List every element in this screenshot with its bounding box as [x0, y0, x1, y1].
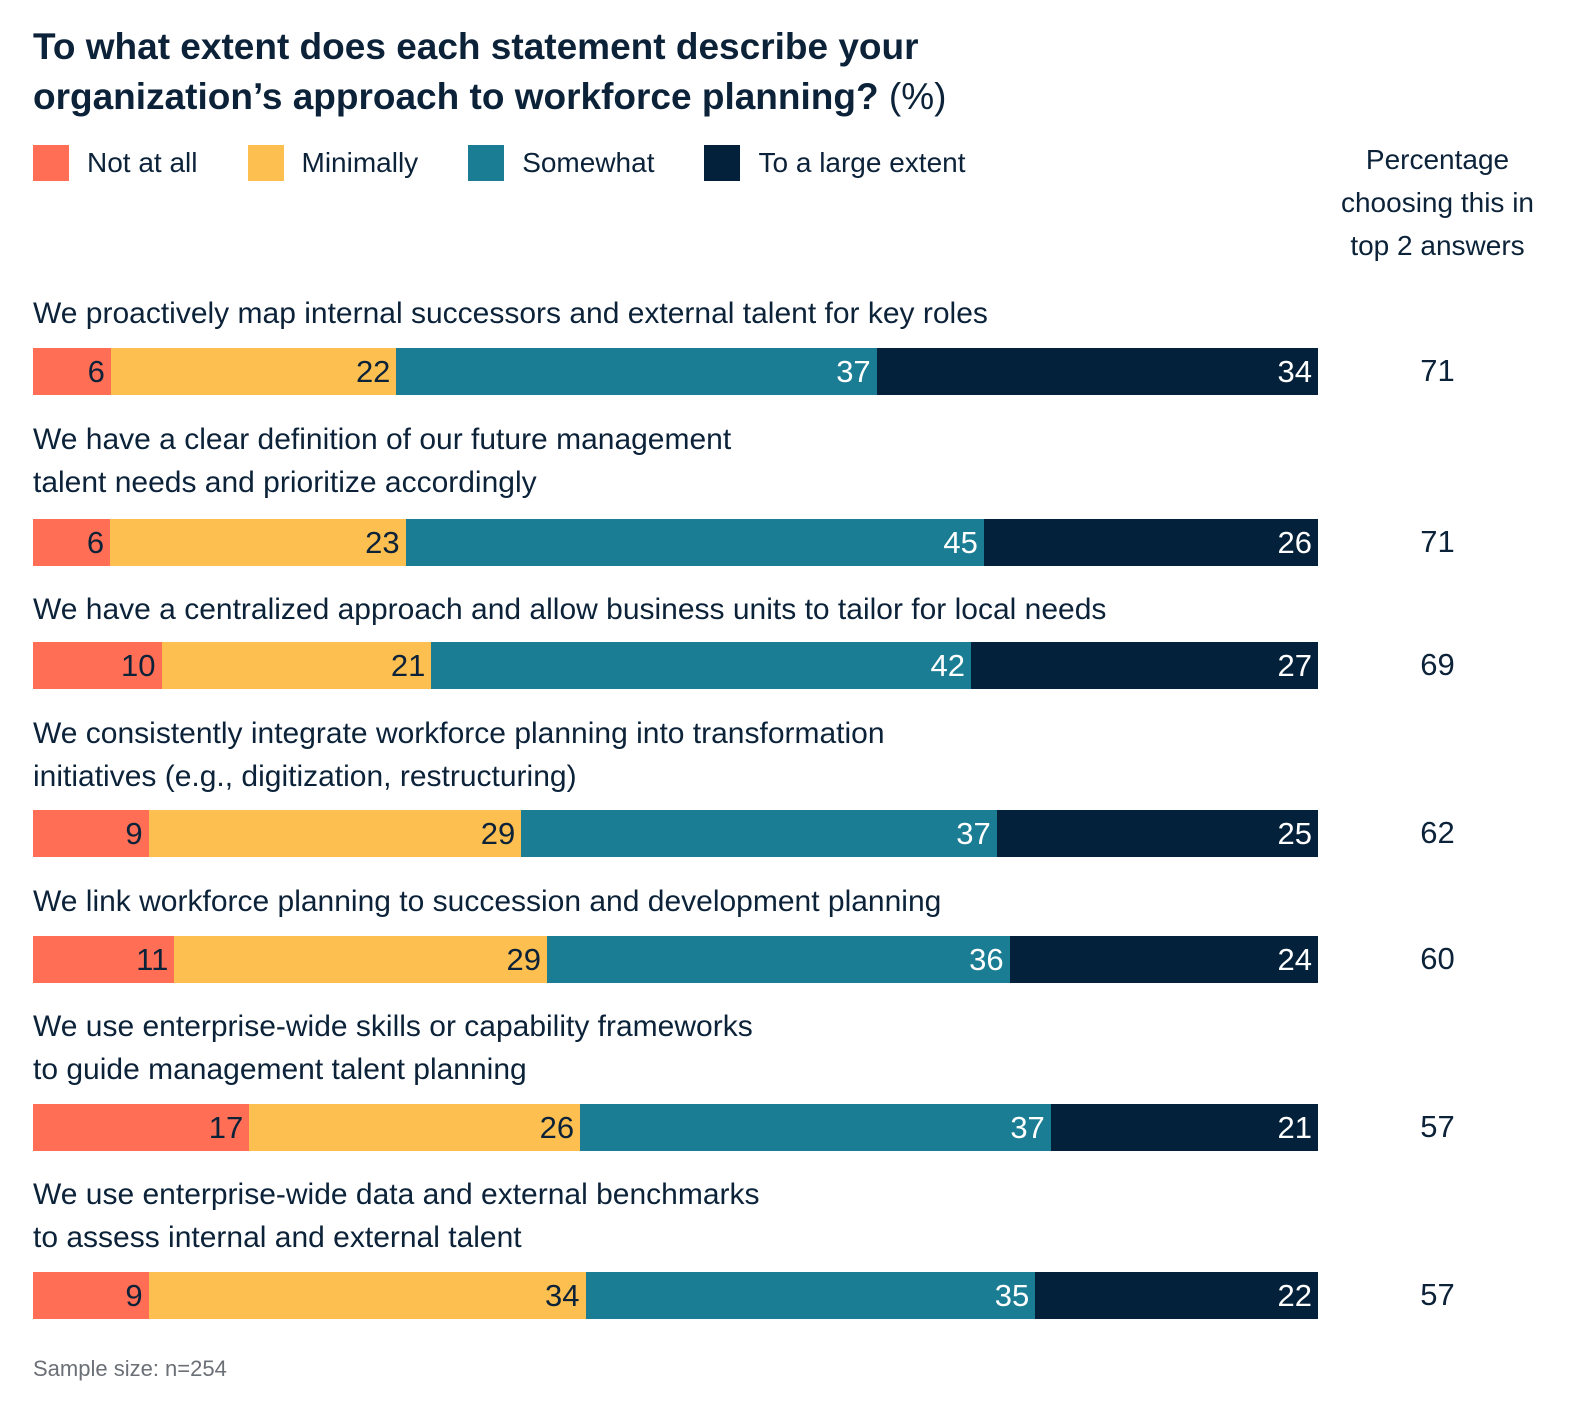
legend-label: Minimally [301, 147, 419, 178]
bar-segment-somewhat: 35 [585, 1272, 1036, 1319]
top2-value: 57 [1420, 1277, 1455, 1312]
data-label: 34 [1277, 354, 1312, 389]
bar-segment-to-a-large-extent: 21 [1050, 1104, 1318, 1151]
top2-value: 71 [1420, 353, 1455, 388]
legend-swatch [704, 145, 741, 181]
category-label: We have a centralized approach and allow… [33, 593, 1107, 626]
data-label: 26 [1277, 525, 1312, 560]
data-label: 37 [1010, 1110, 1045, 1145]
data-label: 21 [390, 648, 426, 683]
data-label: 29 [480, 816, 516, 851]
data-label: 27 [1277, 648, 1312, 683]
bar-segment-not-at-all: 9 [33, 1272, 149, 1319]
bar-segment-somewhat: 36 [546, 936, 1010, 983]
bar-segment-minimally: 29 [148, 810, 522, 857]
legend-item: To a large extent [704, 145, 966, 181]
bar-segment-to-a-large-extent: 22 [1035, 1272, 1318, 1319]
data-label: 29 [506, 942, 541, 977]
bar-segment-to-a-large-extent: 34 [876, 348, 1318, 395]
stacked-bar: 9 34 35 22 [33, 1272, 1318, 1319]
data-label: 17 [208, 1110, 244, 1145]
bar-segment-minimally: 23 [110, 519, 406, 566]
data-label: 9 [125, 1278, 143, 1313]
data-label: 35 [994, 1278, 1030, 1313]
bar-segment-somewhat: 37 [396, 348, 877, 395]
bar-segment-to-a-large-extent: 27 [971, 642, 1318, 689]
top2-column-header: Percentage choosing this in top 2 answer… [1340, 144, 1534, 261]
stacked-bar: 10 21 42 27 [33, 642, 1318, 689]
legend: Not at all Minimally Somewhat To a large ex… [33, 145, 1016, 181]
legend-swatch [33, 145, 69, 181]
data-label: 26 [539, 1110, 575, 1145]
stacked-bar: 6 23 45 26 [33, 519, 1318, 566]
data-label: 21 [1277, 1110, 1312, 1145]
chart-title: To what extent does each statement descr… [33, 26, 947, 117]
stacked-bar: 17 26 37 21 [33, 1104, 1318, 1151]
top2-value: 71 [1420, 524, 1455, 559]
stacked-bar: 6 22 37 34 [33, 348, 1318, 395]
top2-value: 62 [1420, 815, 1455, 850]
bar-segment-minimally: 29 [174, 936, 547, 983]
category-label: We use enterprise-wide data and external… [33, 1178, 760, 1254]
data-label: 6 [86, 525, 105, 560]
data-label: 24 [1277, 942, 1312, 977]
category-label: We have a clear definition of our future… [33, 423, 732, 499]
legend-swatch [468, 145, 505, 181]
bar-segment-not-at-all: 6 [33, 519, 111, 566]
data-label: 45 [943, 525, 978, 560]
bar-segment-minimally: 21 [161, 642, 432, 689]
bar-segment-minimally: 26 [249, 1104, 581, 1151]
legend-item: Somewhat [468, 145, 654, 181]
category-label: We link workforce planning to succession… [33, 885, 942, 918]
data-label: 36 [969, 942, 1004, 977]
bar-segment-not-at-all: 6 [33, 348, 111, 395]
bar-segment-somewhat: 37 [580, 1104, 1051, 1151]
data-label: 37 [956, 816, 991, 851]
legend-label: Somewhat [522, 147, 655, 178]
bar-segment-minimally: 22 [110, 348, 397, 395]
bar-segment-to-a-large-extent: 24 [1009, 936, 1318, 983]
data-label: 37 [836, 354, 871, 389]
bar-segment-somewhat: 37 [521, 810, 997, 857]
legend-label: To a large extent [758, 147, 966, 178]
bar-segment-not-at-all: 17 [33, 1104, 250, 1151]
bar-segment-not-at-all: 9 [33, 810, 149, 857]
data-label: 22 [355, 354, 391, 389]
data-label: 23 [365, 525, 400, 560]
legend-label: Not at all [87, 147, 198, 178]
legend-swatch [247, 145, 284, 181]
data-label: 22 [1277, 1278, 1312, 1313]
bar-segment-to-a-large-extent: 26 [983, 519, 1318, 566]
stacked-bar: 11 29 36 24 [33, 936, 1318, 983]
bar-segment-somewhat: 42 [431, 642, 972, 689]
bar-segment-not-at-all: 11 [33, 936, 175, 983]
stacked-bar: 9 29 37 25 [33, 810, 1318, 857]
category-label: We use enterprise-wide skills or capabil… [33, 1010, 753, 1086]
data-label: 10 [121, 648, 156, 683]
legend-item: Not at all [33, 145, 198, 181]
top2-value: 57 [1420, 1109, 1455, 1144]
legend-item: Minimally [247, 145, 419, 181]
data-label: 11 [136, 942, 169, 977]
sample-size-note: Sample size: n=254 [33, 1356, 227, 1381]
data-label: 9 [125, 816, 143, 851]
bar-segment-to-a-large-extent: 25 [996, 810, 1318, 857]
data-label: 34 [545, 1278, 580, 1313]
data-label: 42 [930, 648, 966, 683]
top2-value: 69 [1420, 647, 1455, 682]
bar-segment-somewhat: 45 [405, 519, 984, 566]
category-label: We consistently integrate workforce plan… [33, 717, 885, 793]
category-label: We proactively map internal successors a… [33, 297, 988, 330]
data-label: 25 [1277, 816, 1312, 851]
top2-value: 60 [1420, 941, 1455, 976]
bar-segment-minimally: 34 [148, 1272, 586, 1319]
bar-segment-not-at-all: 10 [33, 642, 162, 689]
data-label: 6 [87, 354, 105, 389]
